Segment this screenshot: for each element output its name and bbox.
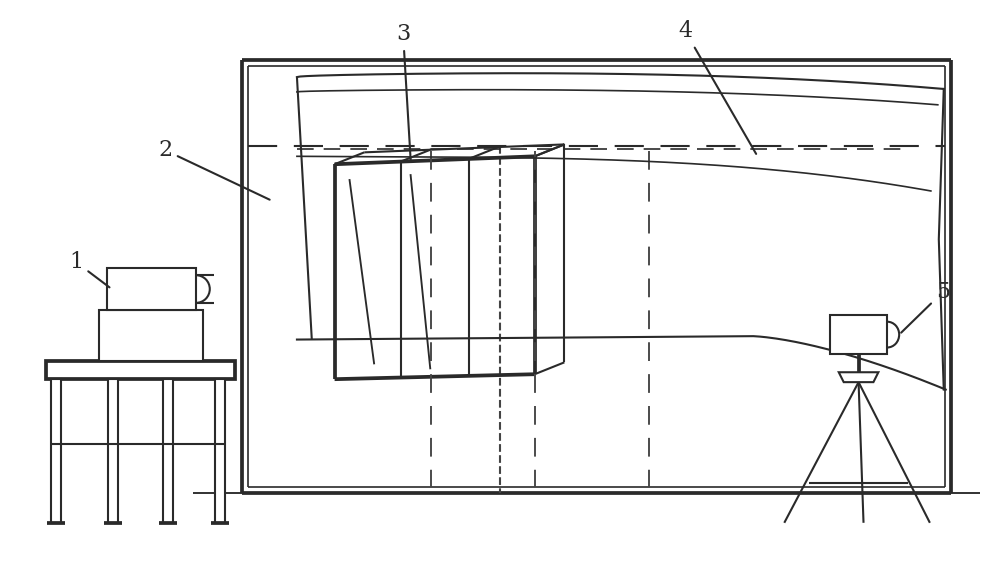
Polygon shape [99,310,203,362]
Text: 2: 2 [158,139,270,200]
Polygon shape [107,268,196,310]
Text: 5: 5 [901,281,950,333]
Polygon shape [839,372,878,382]
Polygon shape [46,362,235,379]
Polygon shape [215,379,225,523]
Text: 1: 1 [69,251,110,287]
Polygon shape [108,379,118,523]
Text: 4: 4 [678,21,756,154]
Polygon shape [51,379,61,523]
Polygon shape [163,379,173,523]
Polygon shape [830,315,887,355]
Text: 3: 3 [396,23,411,161]
